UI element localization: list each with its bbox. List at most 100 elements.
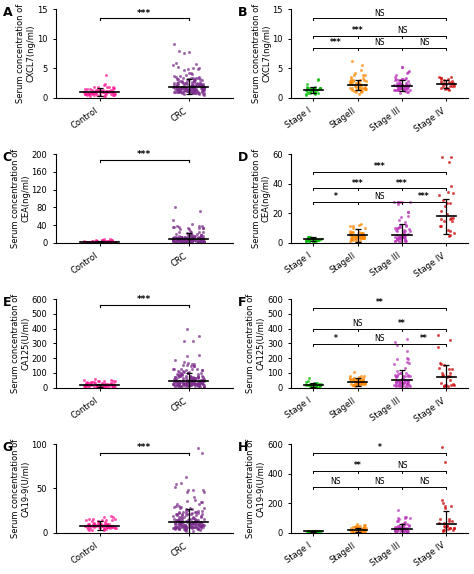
Point <box>181 521 189 530</box>
Point <box>198 234 206 243</box>
Point <box>101 517 109 526</box>
Point <box>170 236 178 245</box>
Point <box>438 214 445 223</box>
Point <box>360 527 367 536</box>
Point <box>111 377 118 386</box>
Point <box>176 501 183 510</box>
Point <box>82 380 90 389</box>
Point <box>88 86 96 95</box>
Point <box>86 521 93 530</box>
Point <box>347 525 355 534</box>
Point <box>391 525 399 534</box>
Point <box>435 72 443 82</box>
Point <box>355 378 363 387</box>
Point <box>310 526 317 536</box>
Point <box>188 69 196 79</box>
Point <box>350 86 358 95</box>
Point <box>305 236 312 245</box>
Point <box>304 381 312 390</box>
Point <box>348 526 356 536</box>
Point <box>397 234 405 243</box>
Point <box>195 378 203 387</box>
Point <box>173 377 181 386</box>
Point <box>199 377 206 386</box>
Point <box>96 381 104 390</box>
Point <box>303 84 311 93</box>
Point <box>97 86 104 95</box>
Point <box>197 233 204 242</box>
Point <box>100 87 107 96</box>
Point <box>99 379 106 388</box>
Point <box>354 377 362 386</box>
Point <box>356 526 364 536</box>
Point <box>392 373 400 382</box>
Point <box>177 236 185 246</box>
Point <box>182 371 190 381</box>
Point <box>93 381 100 390</box>
Point <box>187 73 195 82</box>
Point <box>316 84 323 93</box>
Point <box>191 87 198 96</box>
Point <box>101 237 109 246</box>
Point <box>359 231 367 241</box>
Point <box>406 197 414 206</box>
Point <box>189 519 197 529</box>
Point <box>394 521 402 530</box>
Point <box>352 522 360 531</box>
Point <box>82 90 90 99</box>
Point <box>398 381 405 390</box>
Point <box>190 337 197 346</box>
Point <box>189 518 196 527</box>
Point <box>200 520 207 529</box>
Point <box>188 88 195 98</box>
Point <box>316 85 323 94</box>
Point <box>194 237 201 246</box>
Point <box>190 362 198 371</box>
Point <box>196 77 203 87</box>
Point <box>437 76 445 86</box>
Point <box>393 230 401 239</box>
Point <box>173 370 181 379</box>
Point <box>356 375 364 385</box>
Point <box>310 528 317 537</box>
Point <box>190 526 197 536</box>
Point <box>179 236 187 245</box>
Point <box>189 231 196 240</box>
Point <box>176 86 183 95</box>
Point <box>394 506 401 515</box>
Point <box>396 79 404 88</box>
Point <box>180 375 187 385</box>
Point <box>182 84 190 93</box>
Point <box>183 378 191 387</box>
Point <box>351 68 359 77</box>
Point <box>360 523 368 533</box>
Point <box>392 528 400 537</box>
Point <box>353 523 361 533</box>
Point <box>312 235 320 245</box>
Point <box>355 90 363 99</box>
Point <box>391 359 398 368</box>
Point <box>183 380 191 389</box>
Point <box>194 87 201 96</box>
Point <box>391 371 399 380</box>
Point <box>183 236 191 245</box>
Point <box>174 235 182 245</box>
Point <box>198 448 205 457</box>
Point <box>309 527 316 536</box>
Point <box>182 526 190 535</box>
Text: ***: *** <box>419 192 430 201</box>
Point <box>174 79 182 88</box>
Point <box>392 378 400 387</box>
Point <box>189 379 197 388</box>
Point <box>173 72 180 82</box>
Point <box>176 515 183 524</box>
Point <box>360 231 367 240</box>
Point <box>197 81 205 90</box>
Point <box>355 373 363 382</box>
Point <box>349 374 356 383</box>
Point <box>398 375 406 384</box>
Point <box>191 361 198 370</box>
Point <box>190 518 197 528</box>
Point <box>310 381 318 390</box>
Point <box>188 219 196 228</box>
